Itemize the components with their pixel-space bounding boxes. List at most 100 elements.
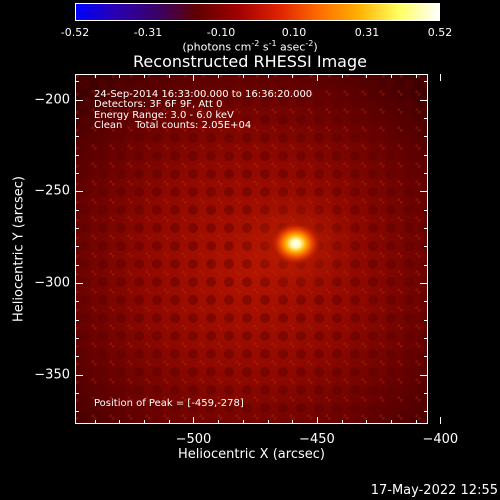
x-tick-label: −500 xyxy=(175,432,212,447)
x-minor-tick xyxy=(341,420,343,424)
x-tick-mark xyxy=(440,417,442,424)
y-minor-tick xyxy=(424,411,428,413)
annotation-line: Detectors: 3F 6F 9F, Att 0 xyxy=(94,99,223,110)
colorbar xyxy=(75,3,440,21)
x-minor-tick xyxy=(144,74,146,78)
x-tick-mark xyxy=(316,417,318,424)
x-tick-label: −400 xyxy=(422,432,459,447)
y-minor-tick xyxy=(424,172,428,174)
x-minor-tick xyxy=(168,74,170,78)
x-tick-mark xyxy=(193,417,195,424)
colorbar-tick-label: -0.52 xyxy=(60,26,90,39)
x-minor-tick xyxy=(366,420,368,424)
y-minor-tick xyxy=(75,227,79,229)
colorbar-tick-label: 0.52 xyxy=(427,26,453,39)
x-minor-tick xyxy=(218,420,220,424)
x-tick-label: −450 xyxy=(299,432,335,447)
x-minor-tick xyxy=(94,420,96,424)
x-minor-tick xyxy=(94,74,96,78)
x-minor-tick xyxy=(144,420,146,424)
y-minor-tick xyxy=(75,172,79,174)
x-tick-mark xyxy=(193,74,195,81)
x-minor-tick xyxy=(390,420,392,424)
y-minor-tick xyxy=(75,411,79,413)
y-tick-label: −250 xyxy=(34,183,70,199)
y-tick-label: −300 xyxy=(34,275,70,291)
y-tick-mark xyxy=(75,282,83,284)
xray-image xyxy=(76,75,427,423)
x-minor-tick xyxy=(267,74,269,78)
y-tick-mark xyxy=(75,374,83,376)
x-minor-tick xyxy=(267,420,269,424)
y-minor-tick xyxy=(75,117,79,119)
colorbar-unit-exp2: -1 xyxy=(268,39,277,48)
y-minor-tick xyxy=(424,154,428,156)
y-minor-tick xyxy=(75,264,79,266)
colorbar-tick-label: 0.10 xyxy=(281,26,307,39)
image-plot xyxy=(75,74,428,424)
y-tick-label: −350 xyxy=(34,367,70,383)
y-tick-mark xyxy=(420,99,428,101)
colorbar-unit-prefix: (photons cm xyxy=(182,40,252,54)
y-minor-tick xyxy=(424,227,428,229)
x-minor-tick xyxy=(119,420,121,424)
y-minor-tick xyxy=(424,319,428,321)
y-minor-tick xyxy=(75,392,79,394)
y-minor-tick xyxy=(75,356,79,358)
y-minor-tick xyxy=(75,319,79,321)
y-minor-tick xyxy=(75,154,79,156)
y-minor-tick xyxy=(424,117,428,119)
y-minor-tick xyxy=(424,136,428,138)
y-minor-tick xyxy=(75,209,79,211)
y-minor-tick xyxy=(75,246,79,248)
colorbar-unit-mid1: s xyxy=(259,40,269,54)
annotation-line: Energy Range: 3.0 - 6.0 keV xyxy=(94,110,234,121)
x-minor-tick xyxy=(390,74,392,78)
x-axis-label: Heliocentric X (arcsec) xyxy=(178,447,325,462)
y-minor-tick xyxy=(75,136,79,138)
y-minor-tick xyxy=(75,81,79,83)
colorbar-unit-label: (photons cm-2 s-1 asec-2) xyxy=(0,39,500,54)
x-minor-tick xyxy=(341,74,343,78)
colorbar-unit-mid2: asec xyxy=(276,40,306,54)
annotation-line: 24-Sep-2014 16:33:00.000 to 16:36:20.000 xyxy=(94,89,313,100)
y-minor-tick xyxy=(424,392,428,394)
x-minor-tick xyxy=(415,420,417,424)
y-tick-mark xyxy=(420,374,428,376)
colorbar-tick-label: -0.31 xyxy=(133,26,163,39)
y-minor-tick xyxy=(424,264,428,266)
colorbar-unit-suffix: ) xyxy=(313,40,318,54)
x-tick-mark xyxy=(440,74,442,81)
x-minor-tick xyxy=(168,420,170,424)
x-minor-tick xyxy=(242,420,244,424)
colorbar-unit-exp3: -2 xyxy=(305,39,314,48)
y-minor-tick xyxy=(75,301,79,303)
x-minor-tick xyxy=(292,420,294,424)
x-minor-tick xyxy=(242,74,244,78)
datestamp: 17-May-2022 12:55 xyxy=(370,483,498,498)
y-minor-tick xyxy=(424,209,428,211)
y-axis-label: Heliocentric Y (arcsec) xyxy=(11,176,27,322)
x-minor-tick xyxy=(218,74,220,78)
y-minor-tick xyxy=(424,81,428,83)
y-tick-mark xyxy=(75,191,83,193)
plot-title: Reconstructed RHESSI Image xyxy=(133,52,367,71)
x-minor-tick xyxy=(366,74,368,78)
y-minor-tick xyxy=(75,337,79,339)
annotation-line: Clean Total counts: 2.05E+04 xyxy=(94,120,252,131)
colorbar-tick-label: 0.31 xyxy=(354,26,380,39)
y-tick-mark xyxy=(420,191,428,193)
x-tick-mark xyxy=(316,74,318,81)
y-tick-mark xyxy=(75,99,83,101)
x-minor-tick xyxy=(292,74,294,78)
y-minor-tick xyxy=(424,337,428,339)
y-minor-tick xyxy=(424,246,428,248)
colorbar-tick-label: -0.10 xyxy=(206,26,236,39)
y-tick-label: −200 xyxy=(34,92,70,108)
y-tick-mark xyxy=(420,282,428,284)
y-minor-tick xyxy=(424,301,428,303)
peak-position-label: Position of Peak = [-459,-278] xyxy=(94,398,244,409)
colorbar-unit-exp1: -2 xyxy=(251,39,260,48)
x-minor-tick xyxy=(119,74,121,78)
flare-source xyxy=(269,221,322,266)
